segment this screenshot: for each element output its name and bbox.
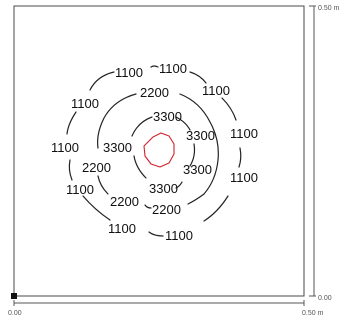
contour-1100-top-right — [189, 71, 207, 84]
origin-marker — [11, 293, 17, 299]
contour-1100-left-lower — [68, 159, 73, 181]
contour-label-2200: 2200 — [152, 202, 181, 217]
contour-3300-bottom-right — [175, 181, 183, 189]
contour-2200-bottom — [144, 204, 152, 209]
contour-2200-top-right — [179, 93, 219, 205]
contour-label-1100: 1100 — [51, 140, 79, 155]
x-min-label: 0.00 — [8, 310, 22, 317]
contour-label-1100: 1100 — [165, 228, 193, 243]
contour-label-1100: 1100 — [66, 182, 94, 197]
contour-label-1100: 1100 — [108, 221, 136, 236]
plot-frame — [13, 5, 305, 297]
contour-1100-top-left — [89, 71, 115, 91]
contour-label-1100: 1100 — [159, 61, 187, 76]
contour-1100-bottom-right — [203, 195, 229, 222]
inner-contour-red — [143, 132, 175, 168]
x-max-label: 0.50 m — [302, 310, 324, 317]
contour-label-3300: 3300 — [186, 128, 215, 143]
contour-3300-top-right — [175, 116, 191, 131]
contour-label-2200: 2200 — [110, 194, 139, 209]
contour-label-1100: 1100 — [230, 170, 258, 185]
contour-label-3300: 3300 — [153, 109, 182, 124]
contour-3300-left — [133, 155, 147, 179]
y-max-label: 0.50 m — [318, 5, 340, 12]
contour-1100-right-upper — [221, 97, 237, 121]
contour-label-3300: 3300 — [103, 140, 132, 155]
contour-1100-right-lower — [238, 147, 242, 168]
y-min-label: 0.00 — [318, 295, 332, 302]
contour-1100-bottom — [148, 231, 164, 237]
contour-1100-top — [150, 65, 159, 68]
contour-1100-bottom-left — [82, 195, 111, 221]
contour-3300-right — [189, 143, 196, 167]
contour-label-1100: 1100 — [71, 96, 99, 111]
contour-label-2200: 2200 — [140, 85, 169, 100]
contour-label-1100: 1100 — [115, 65, 143, 80]
contour-2200-top-left — [97, 93, 137, 149]
contour-2200-left-lower — [97, 175, 109, 195]
contour-label-1100: 1100 — [202, 83, 230, 98]
contour-label-1100: 1100 — [230, 126, 258, 141]
contour-label-3300: 3300 — [183, 162, 212, 177]
contour-1100-left-upper — [66, 111, 77, 135]
contour-3300-top-left — [131, 116, 153, 137]
contour-label-2200: 2200 — [82, 160, 111, 175]
contour-label-3300: 3300 — [149, 181, 178, 196]
